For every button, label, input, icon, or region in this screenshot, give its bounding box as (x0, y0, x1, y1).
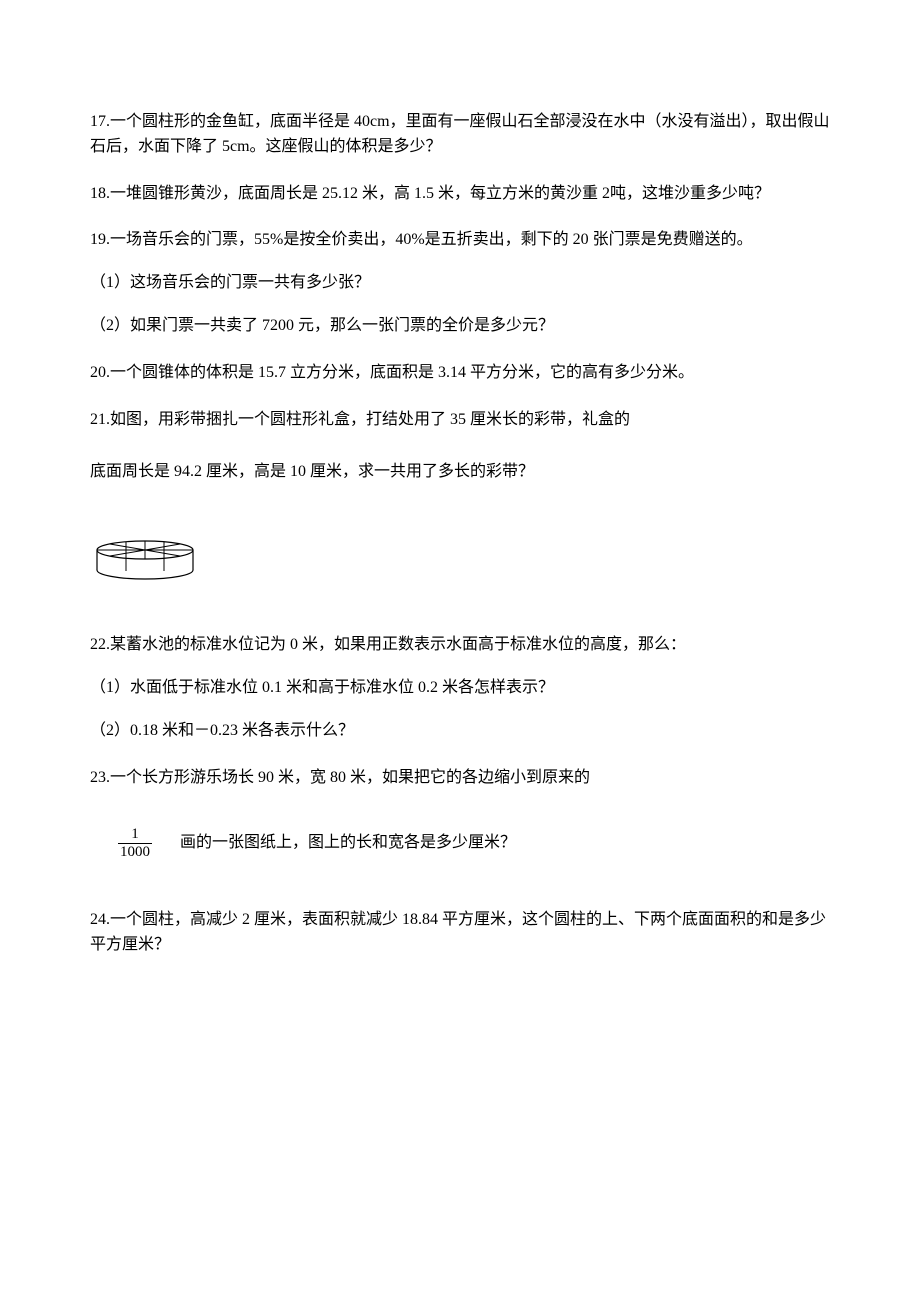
question-text: 一场音乐会的门票，55%是按全价卖出，40%是五折卖出，剩下的 20 张门票是免… (110, 231, 753, 248)
question-number: 24. (90, 911, 110, 928)
cylinder-icon (90, 539, 200, 581)
question-20: 20.一个圆锥体的体积是 15.7 立方分米，底面积是 3.14 平方分米，它的… (90, 361, 830, 386)
question-sub-1: （1）水面低于标准水位 0.1 米和高于标准水位 0.2 米各怎样表示？ (90, 676, 830, 701)
question-main: 22.某蓄水池的标准水位记为 0 米，如果用正数表示水面高于标准水位的高度，那么… (90, 633, 830, 658)
question-18: 18.一堆圆锥形黄沙，底面周长是 25.12 米，高 1.5 米，每立方米的黄沙… (90, 182, 830, 207)
question-number: 23. (90, 769, 110, 786)
question-line-1: 23.一个长方形游乐场长 90 米，宽 80 米，如果把它的各边缩小到原来的 (90, 766, 830, 791)
fraction-numerator: 1 (129, 826, 141, 843)
question-number: 18. (90, 185, 110, 202)
question-21: 21.如图，用彩带捆扎一个圆柱形礼盒，打结处用了 35 厘米长的彩带，礼盒的 底… (90, 408, 830, 582)
fraction: 1 1000 (118, 826, 152, 860)
question-23: 23.一个长方形游乐场长 90 米，宽 80 米，如果把它的各边缩小到原来的 1… (90, 766, 830, 861)
question-text: 一个圆柱形的金鱼缸，底面半径是 40cm，里面有一座假山石全部浸没在水中（水没有… (90, 113, 830, 155)
question-sub-2: （2）如果门票一共卖了 7200 元，那么一张门票的全价是多少元？ (90, 314, 830, 339)
question-text: 如图，用彩带捆扎一个圆柱形礼盒，打结处用了 35 厘米长的彩带，礼盒的 (110, 411, 630, 428)
question-line-1: 21.如图，用彩带捆扎一个圆柱形礼盒，打结处用了 35 厘米长的彩带，礼盒的 (90, 408, 830, 433)
question-sub-2: （2）0.18 米和－0.23 米各表示什么？ (90, 719, 830, 744)
question-number: 21. (90, 411, 110, 428)
question-number: 22. (90, 636, 110, 653)
question-sub-1: （1）这场音乐会的门票一共有多少张？ (90, 271, 830, 296)
question-text: 某蓄水池的标准水位记为 0 米，如果用正数表示水面高于标准水位的高度，那么： (110, 636, 686, 653)
question-text: 一个圆柱，高减少 2 厘米，表面积就减少 18.84 平方厘米，这个圆柱的上、下… (90, 911, 826, 953)
question-fraction-row: 1 1000 画的一张图纸上，图上的长和宽各是多少厘米？ (90, 826, 830, 860)
question-line-2: 画的一张图纸上，图上的长和宽各是多少厘米？ (180, 831, 516, 856)
question-main: 19.一场音乐会的门票，55%是按全价卖出，40%是五折卖出，剩下的 20 张门… (90, 228, 830, 253)
question-text: 一堆圆锥形黄沙，底面周长是 25.12 米，高 1.5 米，每立方米的黄沙重 2… (110, 185, 770, 202)
question-number: 20. (90, 364, 110, 381)
question-17: 17.一个圆柱形的金鱼缸，底面半径是 40cm，里面有一座假山石全部浸没在水中（… (90, 110, 830, 160)
question-24: 24.一个圆柱，高减少 2 厘米，表面积就减少 18.84 平方厘米，这个圆柱的… (90, 908, 830, 958)
question-text: 一个圆锥体的体积是 15.7 立方分米，底面积是 3.14 平方分米，它的高有多… (110, 364, 694, 381)
question-number: 19. (90, 231, 110, 248)
question-line-2: 底面周长是 94.2 厘米，高是 10 厘米，求一共用了多长的彩带？ (90, 460, 830, 485)
question-22: 22.某蓄水池的标准水位记为 0 米，如果用正数表示水面高于标准水位的高度，那么… (90, 633, 830, 743)
question-19: 19.一场音乐会的门票，55%是按全价卖出，40%是五折卖出，剩下的 20 张门… (90, 228, 830, 338)
cylinder-figure (90, 539, 830, 581)
question-text: 一个长方形游乐场长 90 米，宽 80 米，如果把它的各边缩小到原来的 (110, 769, 590, 786)
fraction-denominator: 1000 (118, 844, 152, 861)
question-number: 17. (90, 113, 110, 130)
